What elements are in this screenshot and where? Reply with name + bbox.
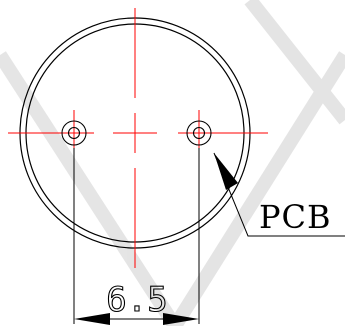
extension-lines <box>73 148 200 324</box>
right-pin-inner <box>192 126 206 140</box>
pcb-callout-label: PCB <box>259 198 332 236</box>
dimension-arrow-left <box>74 313 110 325</box>
watermark-stroke-top <box>244 0 345 125</box>
pcb-leader-arrow <box>214 153 238 190</box>
left-pin <box>61 120 87 146</box>
dimension-line <box>74 313 199 325</box>
watermark-stroke-left <box>0 51 181 326</box>
dimension-arrow-right <box>163 313 199 325</box>
watermark-stroke-right <box>169 51 345 326</box>
pcb-leader-line <box>213 152 345 237</box>
left-pin-inner <box>67 126 81 140</box>
right-pin <box>186 120 212 146</box>
left-pin-outer <box>61 120 87 146</box>
pcb-callout: PCB <box>213 152 345 237</box>
right-pin-outer <box>186 120 212 146</box>
dimension-value: 6.5 <box>106 280 167 320</box>
